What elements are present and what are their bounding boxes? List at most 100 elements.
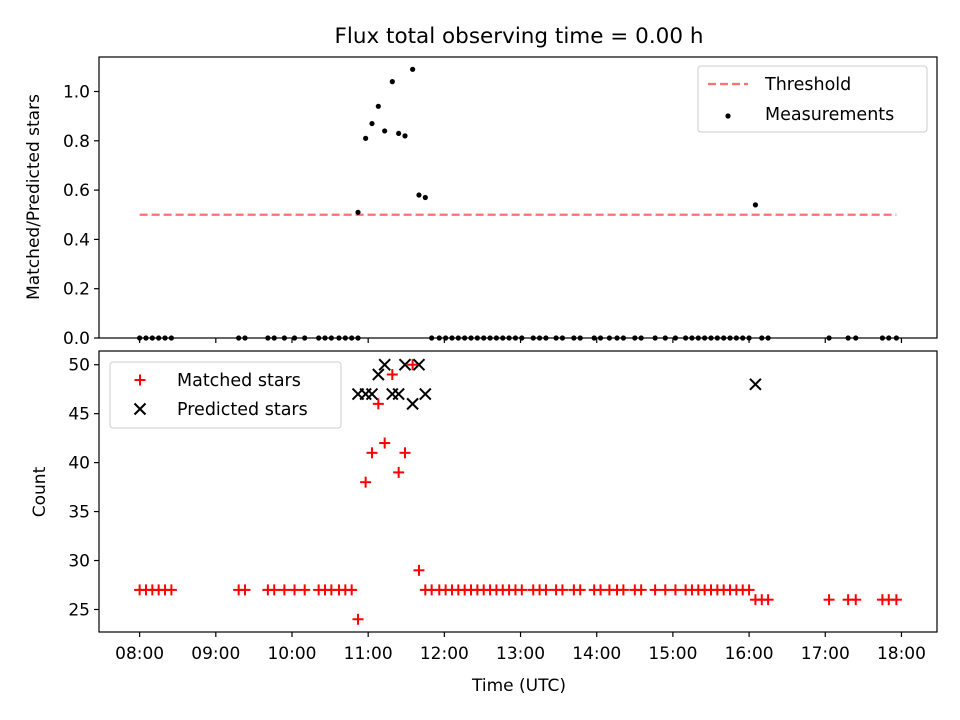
predicted-star-point bbox=[412, 358, 426, 371]
legend-matched-swatch bbox=[134, 374, 146, 386]
measurement-point bbox=[389, 79, 395, 85]
matched-star-point bbox=[386, 368, 398, 380]
ratio-panel: 0.0 0.2 0.4 0.6 0.8 1.0 Matched/Predicted sta… bbox=[24, 56, 938, 349]
legend-predicted-marker bbox=[133, 402, 147, 416]
matched-star-point bbox=[649, 584, 661, 596]
legend-threshold-label: Threshold bbox=[764, 75, 851, 95]
matched-star-point bbox=[346, 584, 358, 596]
measurement-point bbox=[416, 192, 422, 198]
matched-star-point bbox=[669, 584, 681, 596]
chart-title: Flux total observing time = 0.00 h bbox=[335, 24, 704, 49]
count-panel-ticks: 25 30 35 40 45 50 08:00 09:00 10:00 11:00 12:00 13:… bbox=[68, 356, 926, 664]
matched-star-point bbox=[379, 437, 391, 449]
ratio-y-tick-label: 0.0 bbox=[63, 329, 90, 349]
ratio-y-tick-label: 0.4 bbox=[63, 230, 90, 250]
matched-star-point bbox=[850, 594, 862, 606]
count-panel-marks bbox=[134, 358, 902, 625]
matched-star-point bbox=[372, 398, 384, 410]
count-panel-frame bbox=[98, 350, 938, 633]
count-x-tick-label: 08:00 bbox=[115, 644, 164, 664]
matched-star-point bbox=[890, 594, 902, 606]
legend-predicted-swatch bbox=[133, 402, 147, 416]
count-x-tick-label: 13:00 bbox=[496, 644, 545, 664]
count-y-tick-label: 50 bbox=[68, 356, 90, 376]
x-axis-label: Time (UTC) bbox=[471, 676, 566, 696]
predicted-star-point bbox=[392, 387, 405, 401]
ratio-panel-frame bbox=[98, 56, 938, 339]
count-x-tick-label: 10:00 bbox=[267, 644, 316, 664]
legend-measurements-swatch bbox=[725, 113, 731, 119]
measurement-point bbox=[369, 120, 375, 127]
matched-star-point bbox=[366, 447, 378, 459]
matched-star-point bbox=[352, 613, 364, 625]
count-panel-ylabel: Count bbox=[30, 466, 50, 517]
measurement-point bbox=[410, 66, 416, 72]
ratio-y-tick-label: 1.0 bbox=[63, 83, 90, 103]
matched-star-point bbox=[413, 564, 425, 576]
count-x-tick-label: 17:00 bbox=[801, 644, 850, 664]
count-legend: Matched stars Predicted stars bbox=[109, 361, 342, 429]
legend-measurements-label: Measurements bbox=[765, 105, 894, 125]
measurement-point bbox=[396, 130, 402, 137]
matched-star-point bbox=[556, 584, 568, 596]
count-y-tick-label: 40 bbox=[68, 454, 90, 474]
count-y-tick-label: 35 bbox=[68, 503, 90, 523]
predicted-star-point bbox=[406, 397, 419, 411]
count-x-tick-label: 09:00 bbox=[191, 644, 240, 664]
legend-matched-label: Matched stars bbox=[177, 371, 301, 391]
legend-matched-marker bbox=[134, 374, 146, 386]
measurement-point bbox=[375, 103, 381, 109]
measurement-point bbox=[752, 202, 759, 208]
predicted-star-point bbox=[372, 368, 385, 381]
count-x-tick-label: 15:00 bbox=[648, 644, 697, 664]
matched-star-point bbox=[617, 584, 629, 596]
matched-star-point bbox=[407, 359, 419, 371]
measurement-point bbox=[363, 135, 369, 141]
matched-star-point bbox=[743, 584, 755, 596]
ratio-y-tick-label: 0.6 bbox=[63, 181, 90, 201]
predicted-star-point bbox=[378, 358, 391, 371]
count-x-tick-label: 11:00 bbox=[344, 644, 393, 664]
matched-star-point bbox=[393, 466, 405, 478]
legend-predicted-label: Predicted stars bbox=[177, 400, 308, 420]
ratio-panel-ylabel: Matched/Predicted stars bbox=[24, 94, 44, 300]
matched-star-point bbox=[635, 584, 647, 596]
ratio-legend: Threshold Measurements bbox=[697, 65, 928, 133]
matched-star-point bbox=[516, 584, 528, 596]
measurement-point bbox=[422, 194, 428, 201]
matched-star-point bbox=[540, 584, 552, 596]
count-y-tick-label: 25 bbox=[68, 600, 90, 620]
count-x-tick-label: 18:00 bbox=[877, 644, 926, 664]
matched-star-point bbox=[659, 584, 671, 596]
count-legend-box bbox=[109, 361, 342, 429]
matched-star-point bbox=[399, 447, 411, 459]
matched-star-point bbox=[360, 476, 372, 488]
count-y-tick-label: 30 bbox=[68, 552, 90, 572]
ratio-y-tick-label: 0.2 bbox=[63, 280, 90, 300]
count-y-tick-label: 45 bbox=[68, 405, 90, 425]
matched-star-point bbox=[165, 584, 177, 596]
count-x-tick-label: 16:00 bbox=[725, 644, 774, 664]
measurement-point bbox=[382, 128, 388, 134]
matched-star-point bbox=[762, 594, 774, 606]
matched-star-point bbox=[574, 584, 586, 596]
predicted-star-point bbox=[365, 387, 379, 401]
matched-star-point bbox=[239, 584, 251, 596]
matched-star-point bbox=[278, 584, 290, 596]
matched-star-point bbox=[823, 594, 835, 606]
ratio-panel-ticks: 0.0 0.2 0.4 0.6 0.8 1.0 bbox=[63, 83, 903, 349]
matched-star-point bbox=[299, 584, 311, 596]
count-x-tick-label: 12:00 bbox=[420, 644, 469, 664]
ratio-legend-box bbox=[697, 65, 928, 133]
measurement-point bbox=[402, 133, 408, 139]
count-x-tick-label: 14:00 bbox=[572, 644, 621, 664]
count-panel: 25 30 35 40 45 50 08:00 09:00 10:00 11:00 12:00 13:… bbox=[30, 350, 938, 696]
predicted-star-point bbox=[398, 358, 412, 371]
ratio-y-tick-label: 0.8 bbox=[63, 132, 90, 152]
matched-star-point bbox=[289, 584, 301, 596]
predicted-star-point bbox=[749, 378, 762, 391]
predicted-star-point bbox=[419, 387, 432, 401]
measurement-point bbox=[355, 209, 361, 215]
matched-star-point bbox=[268, 584, 280, 596]
